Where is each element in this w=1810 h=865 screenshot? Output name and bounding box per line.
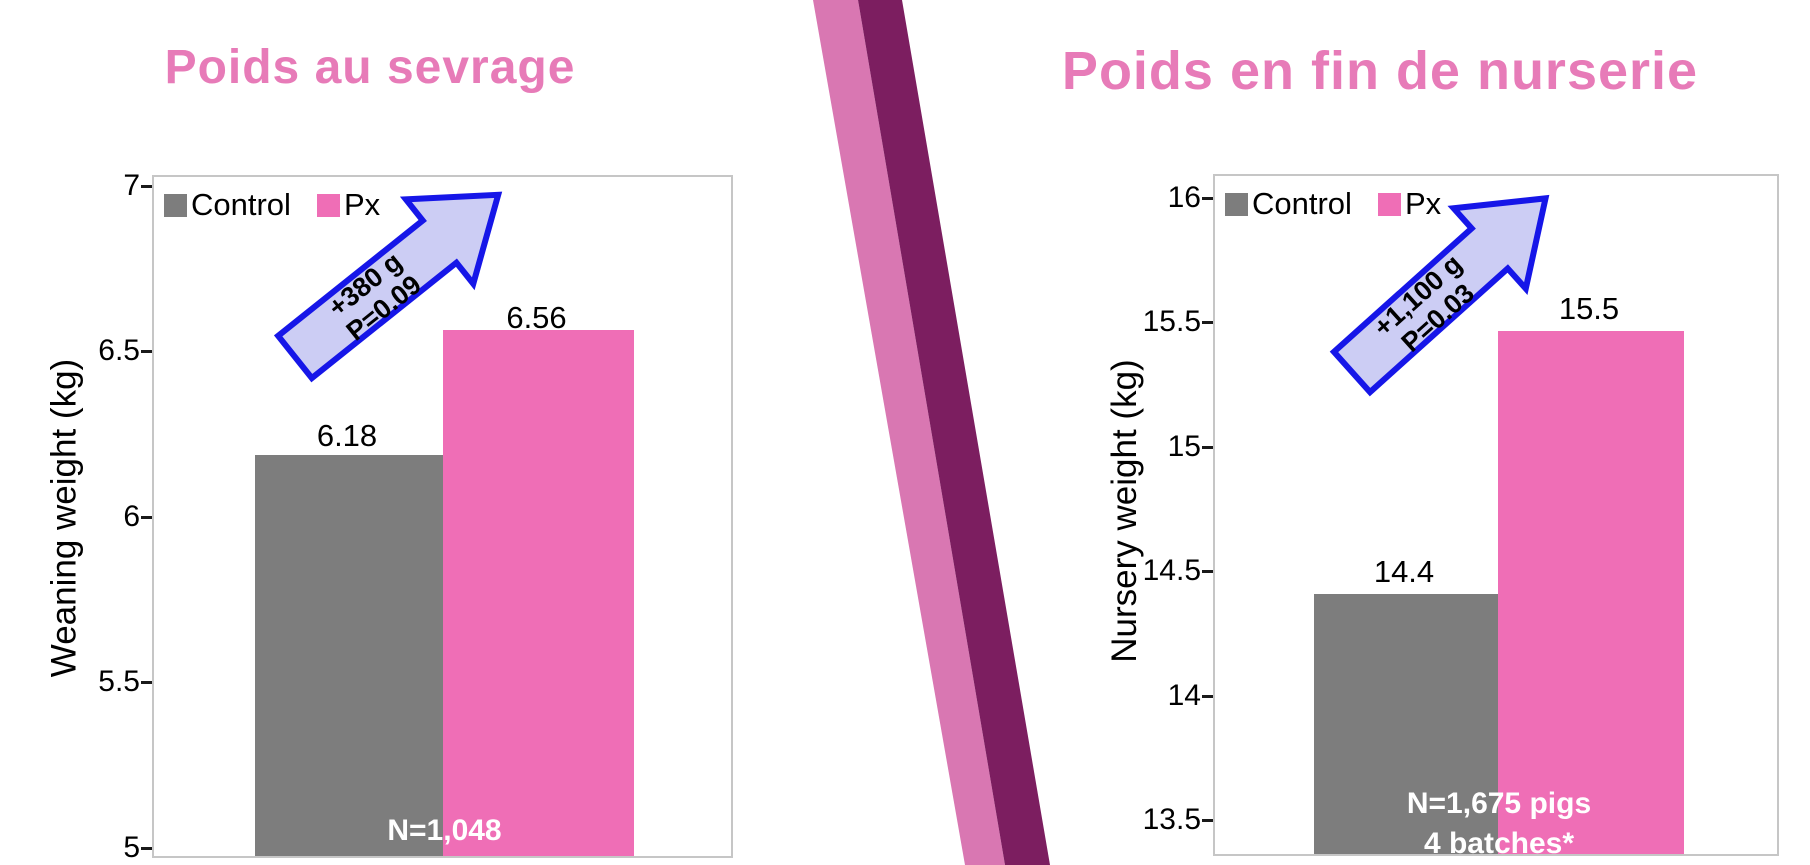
- right-tick-mark: [1202, 695, 1213, 698]
- right-tick-mark: [1202, 321, 1213, 324]
- legend-px-swatch: [316, 193, 340, 217]
- left-ytick-6: 6: [123, 500, 140, 533]
- left-ytick-5-5: 5.5: [98, 665, 140, 698]
- left-tick-mark: [141, 847, 152, 850]
- left-control-value-label: 6.18: [316, 418, 378, 453]
- right-chart-title: Poids en fin de nurserie: [1061, 41, 1699, 101]
- right-control-value-label: 14.4: [1373, 554, 1435, 589]
- left-tick-mark: [141, 516, 152, 519]
- legend-px-swatch: [1377, 192, 1401, 216]
- left-tick-mark: [141, 350, 152, 353]
- right-ytick-14: 14: [1167, 679, 1201, 712]
- divider-purple-band: [858, 0, 1050, 865]
- divider-pink-band: [813, 0, 1005, 865]
- legend-control-label: Control: [1252, 186, 1352, 221]
- left-sample-size-label: N=1,048: [387, 814, 502, 847]
- right-plot-area: N=1,675 pigs 4 batches* Control Px: [1213, 174, 1779, 860]
- right-legend: Control Px: [1225, 186, 1441, 222]
- right-bar-px: [1498, 331, 1684, 854]
- right-ytick-13-5: 13.5: [1142, 803, 1201, 836]
- right-bar-control: [1314, 594, 1498, 854]
- right-sample-size-line2: 4 batches*: [1423, 827, 1575, 860]
- left-ytick-5: 5: [123, 831, 140, 864]
- right-sample-size-line1: N=1,675 pigs: [1406, 787, 1592, 820]
- right-ytick-15-5: 15.5: [1142, 305, 1201, 338]
- right-tick-mark: [1202, 570, 1213, 573]
- left-bar-px: [443, 330, 634, 856]
- right-tick-mark: [1202, 197, 1213, 200]
- left-plot-area: N=1,048 Control Px: [152, 175, 733, 858]
- legend-control-label: Control: [191, 187, 291, 222]
- legend-px-label: Px: [343, 187, 381, 222]
- left-tick-mark: [141, 185, 152, 188]
- right-px-value-label: 15.5: [1558, 291, 1620, 326]
- left-px-value-label: 6.56: [506, 300, 567, 335]
- right-sample-size-label: N=1,675 pigs 4 batches*: [1314, 784, 1684, 864]
- right-y-axis-label: Nursery weight (kg): [1105, 359, 1144, 663]
- legend-control-swatch: [164, 193, 187, 217]
- left-bar-control: [255, 455, 443, 856]
- left-ytick-7: 7: [123, 169, 140, 202]
- left-ytick-6-5: 6.5: [98, 334, 140, 367]
- left-tick-mark: [141, 681, 152, 684]
- right-tick-mark: [1202, 446, 1213, 449]
- left-chart-title: Poids au sevrage: [164, 41, 576, 94]
- legend-px-label: Px: [1404, 186, 1442, 221]
- right-tick-mark: [1202, 819, 1213, 822]
- legend-control-swatch: [1225, 192, 1248, 216]
- right-ytick-14-5: 14.5: [1142, 554, 1201, 587]
- right-ytick-15: 15: [1167, 430, 1201, 463]
- left-legend: Control Px: [164, 187, 380, 223]
- right-ytick-16: 16: [1167, 181, 1201, 214]
